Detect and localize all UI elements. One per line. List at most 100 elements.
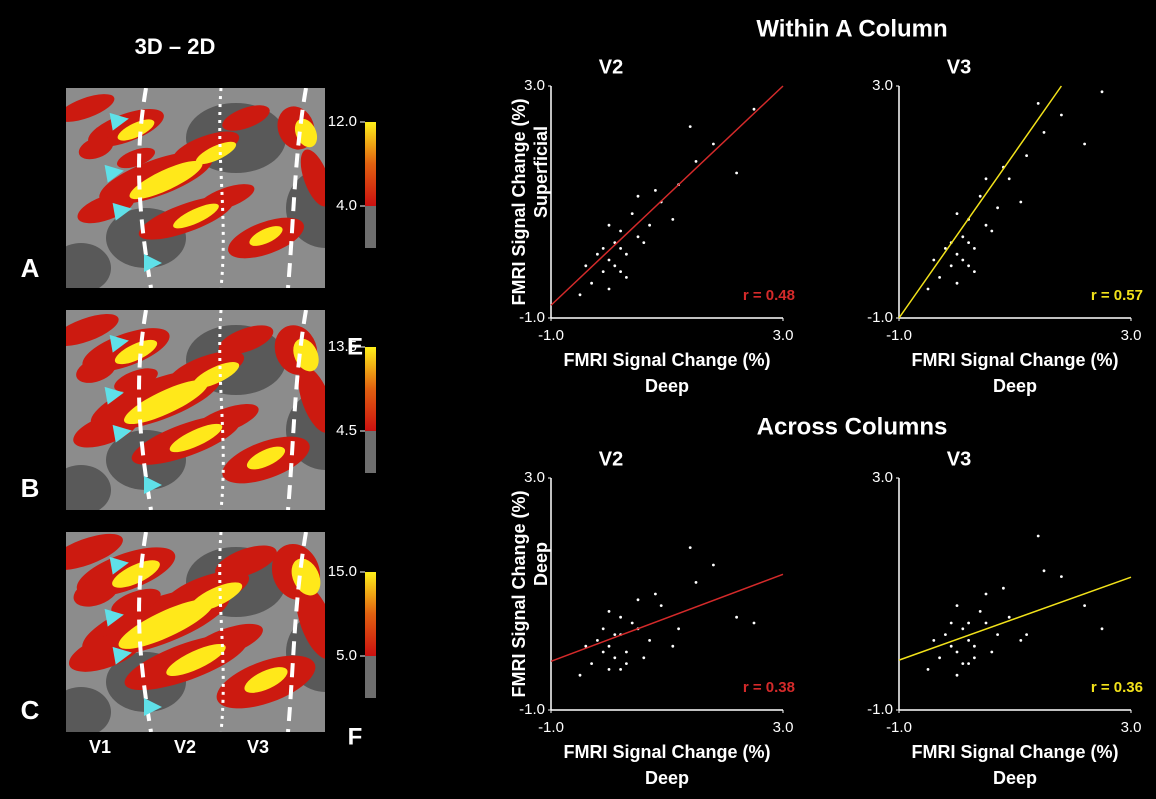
point <box>996 206 999 209</box>
left-title: 3D – 2D <box>135 34 216 59</box>
point <box>608 668 611 671</box>
y-axis-label: FMRI Signal Change (%) <box>509 98 529 305</box>
point <box>631 212 634 215</box>
x-tick-label: -1.0 <box>886 719 912 736</box>
point <box>956 212 959 215</box>
x-axis-sublabel: Deep <box>993 768 1037 788</box>
brain-map <box>50 307 366 515</box>
point <box>973 645 976 648</box>
chart-title: V2 <box>599 56 623 78</box>
x-tick-label: 3.0 <box>773 719 794 736</box>
x-axis-sublabel: Deep <box>645 376 689 396</box>
panel-label: C <box>21 695 40 725</box>
point <box>932 259 935 262</box>
point <box>648 224 651 227</box>
point <box>619 668 622 671</box>
point <box>625 253 628 256</box>
point <box>967 264 970 267</box>
point <box>584 264 587 267</box>
x-axis-label: FMRI Signal Change (%) <box>564 350 771 370</box>
point <box>637 235 640 238</box>
colorbar-label: 12.0 <box>328 113 357 130</box>
panel-label: A <box>21 253 40 283</box>
point <box>927 288 930 291</box>
brain-map <box>51 88 366 293</box>
point <box>695 160 698 163</box>
point <box>1083 604 1086 607</box>
point <box>648 639 651 642</box>
y-tick-label: 3.0 <box>524 469 545 486</box>
point <box>712 143 715 146</box>
point <box>956 651 959 654</box>
point <box>1037 535 1040 538</box>
x-axis-sublabel: Deep <box>645 768 689 788</box>
point <box>1060 575 1063 578</box>
point <box>613 633 616 636</box>
point <box>671 218 674 221</box>
point <box>619 247 622 250</box>
y-tick-label: 3.0 <box>872 469 893 486</box>
point <box>608 645 611 648</box>
point <box>753 622 756 625</box>
point <box>1083 143 1086 146</box>
point <box>985 224 988 227</box>
colorbar-gray <box>365 656 376 698</box>
point <box>654 593 657 596</box>
point <box>979 195 982 198</box>
point <box>961 259 964 262</box>
y-tick-label: -1.0 <box>519 309 545 326</box>
point <box>579 293 582 296</box>
point <box>660 604 663 607</box>
point <box>961 235 964 238</box>
point <box>677 627 680 630</box>
x-tick-label: -1.0 <box>538 327 564 344</box>
colorbar-heat <box>365 122 376 206</box>
point <box>1008 177 1011 180</box>
r-annotation: r = 0.38 <box>743 679 795 696</box>
point <box>990 651 993 654</box>
point <box>642 656 645 659</box>
point <box>613 264 616 267</box>
point <box>619 230 622 233</box>
y-tick-label: 3.0 <box>872 77 893 94</box>
chart-title: V2 <box>599 448 623 470</box>
point <box>996 633 999 636</box>
colorbar-label: 5.0 <box>336 647 357 664</box>
point <box>1101 627 1104 630</box>
chart-title: V3 <box>947 56 971 78</box>
point <box>927 668 930 671</box>
point <box>735 172 738 175</box>
point <box>735 616 738 619</box>
point <box>689 546 692 549</box>
point <box>973 270 976 273</box>
point <box>608 288 611 291</box>
point <box>985 177 988 180</box>
colorbar-label: 4.0 <box>336 197 357 214</box>
point <box>950 264 953 267</box>
colorbar-label: 15.0 <box>328 563 357 580</box>
x-tick-label: 3.0 <box>773 327 794 344</box>
x-tick-label: 3.0 <box>1121 327 1142 344</box>
colorbar-label: 4.5 <box>336 422 357 439</box>
point <box>1060 114 1063 117</box>
y-axis-sublabel: Superficial <box>531 126 551 218</box>
y-tick-label: -1.0 <box>867 309 893 326</box>
point <box>625 662 628 665</box>
r-annotation: r = 0.48 <box>743 287 795 304</box>
point <box>938 656 941 659</box>
area-label: V3 <box>247 737 269 757</box>
y-tick-label: 3.0 <box>524 77 545 94</box>
figure: 3D – 2D ABCV1V2V312.04.013.54.515.05.0Wi… <box>0 0 1156 799</box>
r-annotation: r = 0.36 <box>1091 679 1143 696</box>
point <box>602 247 605 250</box>
y-tick-label: -1.0 <box>867 701 893 718</box>
y-axis-label: FMRI Signal Change (%) <box>509 490 529 697</box>
row-label: E <box>347 333 363 360</box>
point <box>1025 154 1028 157</box>
area-label: V2 <box>174 737 196 757</box>
point <box>642 241 645 244</box>
point <box>985 593 988 596</box>
point <box>619 616 622 619</box>
r-annotation: r = 0.57 <box>1091 287 1143 304</box>
point <box>950 622 953 625</box>
